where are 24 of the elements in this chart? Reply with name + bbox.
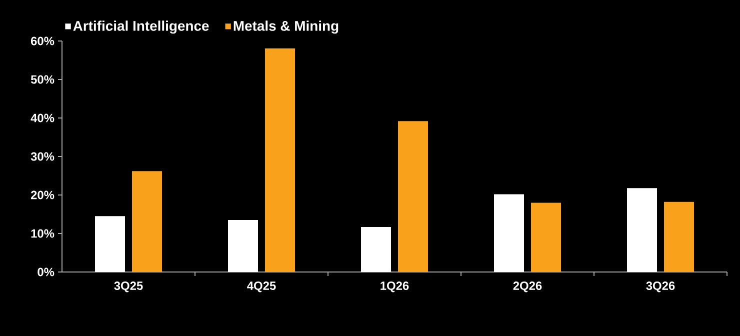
x-tick-label: 1Q26 (380, 282, 409, 292)
y-tick-label: 30% (30, 152, 54, 161)
x-tick-label: 3Q25 (114, 282, 143, 292)
bar (494, 194, 524, 272)
x-tick-label: 3Q26 (646, 282, 675, 292)
bar (664, 202, 694, 272)
legend-label: Artificial Intelligence (73, 20, 209, 34)
bar (228, 220, 258, 272)
y-tick-label: 20% (30, 190, 54, 200)
y-tick-label: 10% (31, 229, 54, 238)
y-tick-label: 50% (30, 75, 54, 84)
x-tick-label: 4Q25 (247, 282, 276, 292)
x-tick-label: 2Q26 (513, 282, 542, 292)
bar (361, 226, 392, 272)
bar (265, 48, 296, 272)
bar (95, 216, 125, 272)
y-tick-label: 40% (30, 114, 54, 122)
y-tick-label: 60% (30, 36, 54, 46)
legend-label: Metals & Mining (234, 20, 338, 34)
bar (398, 121, 428, 272)
bar (531, 202, 562, 272)
bar (627, 188, 658, 272)
y-tick-label: 0% (38, 268, 54, 276)
bar (132, 171, 162, 272)
